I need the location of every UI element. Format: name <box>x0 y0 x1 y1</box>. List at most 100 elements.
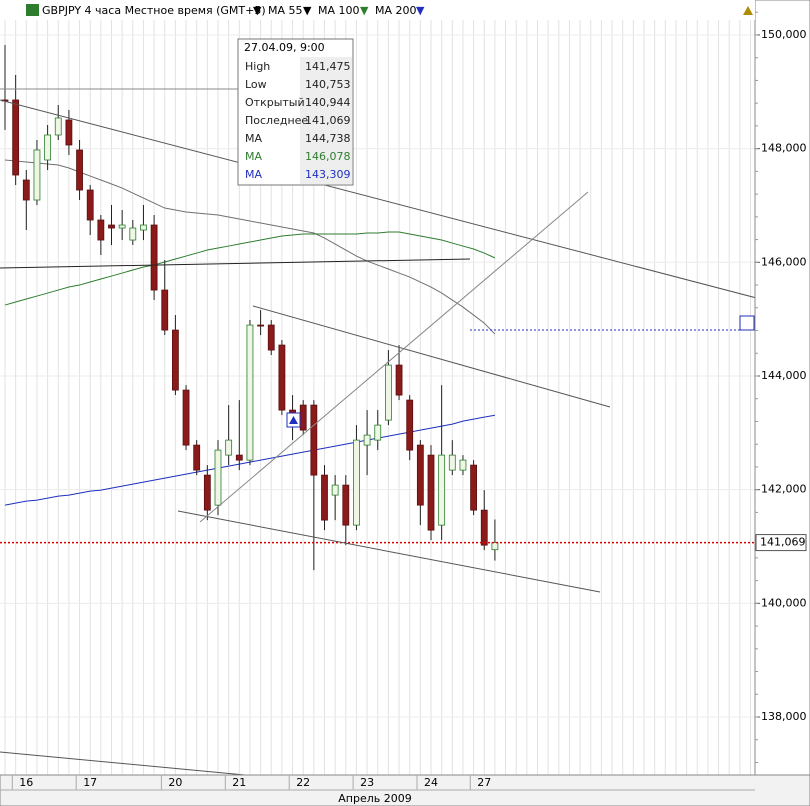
tooltip-label: Последнее <box>245 114 308 127</box>
y-tick-label: 150,000 <box>761 28 807 41</box>
candle-body <box>86 189 94 221</box>
candle-body <box>129 227 137 241</box>
candle-body <box>140 224 147 231</box>
candle-body <box>225 439 233 456</box>
candle-body <box>203 474 211 511</box>
y-tick-label: 142,000 <box>761 483 807 496</box>
candle-body <box>12 99 20 176</box>
candle-body <box>331 484 339 496</box>
candle-body <box>267 324 275 351</box>
candle-body <box>33 149 41 201</box>
candle-body <box>299 404 307 431</box>
x-tick-label: 27 <box>477 776 491 789</box>
candle-body <box>54 117 62 136</box>
header-title[interactable]: GBPJPY 4 часа Местное время (GMT+5) <box>42 4 266 17</box>
last-price-box <box>755 534 807 552</box>
y-tick-label: 144,000 <box>761 369 807 382</box>
legend-ma[interactable]: MA 200 <box>375 4 417 17</box>
tooltip-label: MA <box>245 132 262 145</box>
x-tick-label: 21 <box>232 776 246 789</box>
dropdown-arrow[interactable]: ▼ <box>360 4 369 17</box>
symbol-icon[interactable] <box>26 4 39 16</box>
plot-layer <box>0 34 755 718</box>
trend-line <box>0 258 471 269</box>
vertical-grid <box>4 20 751 775</box>
candle-body <box>342 484 350 526</box>
header <box>0 0 755 20</box>
x-tick-label: 23 <box>360 776 374 789</box>
candle-body <box>384 364 392 421</box>
y-tick-label: 140,000 <box>761 596 807 609</box>
y-tick-label: 146,000 <box>761 255 807 268</box>
candle-body <box>76 149 83 191</box>
x-tick-label: 24 <box>424 776 438 789</box>
axis-layer: 138,000 140,000 142,000 144,000 146,000 148,0… <box>11 11 807 790</box>
candle-body <box>214 449 222 506</box>
x-tick-label: 20 <box>168 776 182 789</box>
trend-lines <box>0 88 810 776</box>
candle-body <box>22 179 30 201</box>
y-tick-label: 148,000 <box>761 142 807 155</box>
candle-body <box>97 219 105 241</box>
tooltip-value: 141,475 <box>305 60 351 73</box>
tooltip-value: 140,944 <box>305 96 351 109</box>
signal-icon-glyph <box>289 416 298 424</box>
candle-body <box>193 444 201 471</box>
candle-body <box>395 364 403 396</box>
candle-body <box>491 542 499 551</box>
candle-body <box>448 454 456 471</box>
candle-body <box>246 324 254 461</box>
tooltip-label: High <box>245 60 270 73</box>
tooltip: 27.04.09, 9:00 High 141,475 Low 140,753Откр… <box>237 38 354 186</box>
ma-line <box>4 159 496 335</box>
trend-line <box>0 751 246 776</box>
legend-ma[interactable]: MA 100 <box>318 4 360 17</box>
candle-body <box>310 404 318 476</box>
tooltip-value: 140,753 <box>305 78 351 91</box>
trend-line <box>0 99 810 313</box>
candle-body <box>363 434 371 446</box>
candle-body <box>150 224 158 291</box>
candle-body <box>257 324 265 327</box>
dropdown-arrow[interactable]: ▼ <box>253 4 262 17</box>
candle-body <box>374 424 382 441</box>
x-tick-label: 17 <box>83 776 97 789</box>
candle-body <box>161 289 169 331</box>
x-tick-label: 16 <box>19 776 33 789</box>
y-tick-label: 138,000 <box>761 710 807 723</box>
candle-body <box>171 329 179 391</box>
candle-body <box>108 224 115 229</box>
scroll-up[interactable] <box>743 6 753 15</box>
tooltip-label: MA <box>245 168 262 181</box>
month-label: Апрель 2009 <box>338 792 411 805</box>
tooltip-value: 144,738 <box>305 132 351 145</box>
candle-body <box>118 224 126 229</box>
candle-body <box>321 474 328 521</box>
tooltip-label: Открытый <box>245 96 305 109</box>
candle-body <box>416 444 424 506</box>
last-price-label: 141,069 <box>760 536 806 549</box>
candle-body <box>459 459 467 471</box>
candle-body <box>44 134 51 161</box>
dropdown-arrow[interactable]: ▼ <box>416 4 425 17</box>
candle-body <box>480 509 488 546</box>
legend-ma[interactable]: MA 55 <box>268 4 303 17</box>
tooltip-value: 143,309 <box>305 168 351 181</box>
trend-line <box>177 510 601 593</box>
candle-body <box>470 464 478 511</box>
dropdown-arrow[interactable]: ▼ <box>303 4 312 17</box>
candle-body <box>278 344 286 411</box>
tooltip-value: 146,078 <box>305 150 351 163</box>
trend-line <box>199 191 589 523</box>
x-tick-label: 22 <box>296 776 310 789</box>
candle-body <box>406 399 414 451</box>
ma-line <box>4 231 496 306</box>
alert-icon[interactable] <box>739 315 755 331</box>
candle-body <box>182 389 190 446</box>
price-axis <box>754 0 810 776</box>
candle-body <box>438 454 446 526</box>
tooltip-label: MA <box>245 150 262 163</box>
candle-body <box>353 439 360 526</box>
